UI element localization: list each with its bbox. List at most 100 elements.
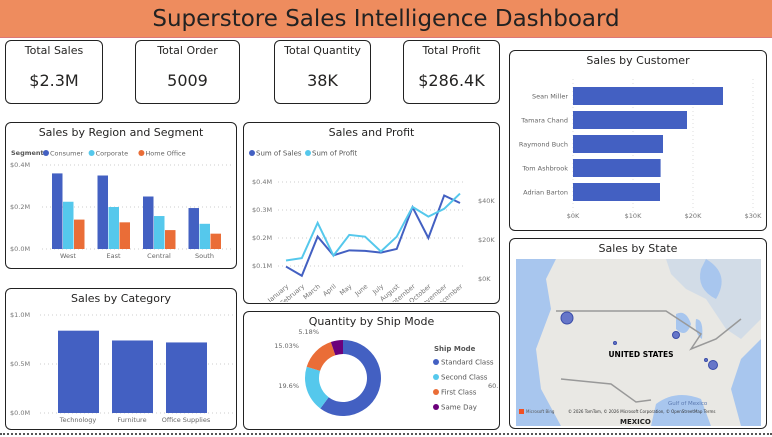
bar (97, 175, 108, 249)
y-tick-label-left: $0.3M (252, 206, 272, 214)
bar (165, 230, 176, 249)
legend-marker (43, 150, 49, 156)
bar (573, 159, 661, 177)
x-tick-label: West (60, 252, 76, 260)
chart-title: Sales by Category (70, 292, 171, 305)
chart-title: Sales and Profit (328, 126, 415, 139)
map-attribution[interactable]: © 2026 TomTom, © 2026 Microsoft Corporat… (568, 409, 715, 414)
bar (108, 207, 119, 249)
us-map[interactable]: UNITED STATES Gulf of Mexico Microsoft B… (516, 259, 761, 426)
chart-title: Sales by State (598, 242, 678, 255)
sales-profit-chart: Sum of Sales Sum of Profit $0.1M $0.2M $0.3M… (249, 150, 495, 302)
legend-marker (88, 150, 95, 156)
category-chart: $0.0M $0.5M $1.0M Technology Furniture Office… (10, 311, 234, 424)
chart-title: Sales by Customer (586, 54, 690, 67)
bar (573, 183, 660, 201)
bar (119, 222, 130, 249)
state-bubble[interactable] (704, 358, 708, 362)
bar (188, 208, 199, 249)
page-border (0, 433, 772, 435)
x-tick-label: Furniture (117, 416, 146, 424)
state-bubble[interactable] (613, 341, 617, 345)
donut-slice (320, 340, 381, 416)
x-tick-label: $10K (625, 212, 642, 220)
donut-slice (305, 366, 329, 409)
legend-label: Sum of Profit (312, 150, 357, 158)
bar (143, 196, 154, 249)
y-tick-label: $0.5M (10, 360, 30, 368)
legend-marker (249, 150, 255, 156)
bar (63, 201, 74, 249)
kpi-total-order: Total Order 5009 (135, 40, 240, 104)
category-panel[interactable]: Sales by Category $0.0M $0.5M $1.0M Technol… (5, 288, 237, 430)
legend-title: Ship Mode (434, 345, 476, 353)
x-tick-label: $20K (685, 212, 702, 220)
bar (74, 219, 85, 249)
y-tick-label: $1.0M (10, 311, 30, 319)
state-map-panel[interactable]: Sales by State UNITED STATES Gulf of Mex… (509, 238, 767, 429)
donut-slice (306, 341, 336, 371)
bar (112, 340, 153, 413)
x-tick-label: $30K (745, 212, 762, 220)
kpi-value: 5009 (167, 71, 208, 90)
y-tick-label: Sean Miller (532, 93, 568, 101)
dashboard-title: Superstore Sales Intelligence Dashboard (0, 0, 772, 38)
state-bubble[interactable] (708, 360, 718, 370)
y-tick-label: $0.2M (10, 203, 30, 211)
legend-marker (433, 389, 439, 395)
y-tick-label-right: $20K (478, 236, 495, 244)
kpi-label: Total Order (157, 44, 218, 57)
legend-label: Same Day (441, 404, 477, 412)
gulf-label: Gulf of Mexico (668, 401, 708, 407)
bar (52, 173, 63, 249)
legend-marker (305, 150, 311, 156)
data-label: 60.19% (488, 382, 499, 390)
bar (154, 216, 165, 249)
series-line (285, 192, 461, 262)
legend-label: Standard Class (441, 359, 494, 367)
kpi-value: $2.3M (29, 71, 79, 90)
sales-profit-panel[interactable]: Sales and Profit Sum of Sales Sum of Prof… (243, 122, 500, 304)
bar (573, 87, 723, 105)
y-tick-label: Tom Ashbrook (521, 165, 568, 173)
kpi-total-sales: Total Sales $2.3M (5, 40, 103, 104)
bar (573, 111, 687, 129)
legend-marker (433, 374, 439, 380)
legend-label: Second Class (441, 374, 488, 382)
region-segment-chart: Segment Consumer Corporate Home Office $0.0M… (10, 149, 234, 260)
state-bubble[interactable] (672, 331, 680, 339)
x-tick-label: $0K (567, 212, 580, 220)
x-tick-label: Technology (59, 416, 97, 424)
y-tick-label: Tamara Chand (520, 117, 568, 125)
x-tick-label: Central (147, 252, 171, 260)
donut-slice (330, 340, 343, 356)
kpi-value: $286.4K (418, 71, 485, 90)
x-tick-label: June (353, 282, 370, 298)
bar (58, 330, 99, 413)
y-tick-label-left: $0.4M (252, 178, 272, 186)
x-tick-label: May (338, 282, 354, 297)
legend-label: Home Office (145, 150, 185, 158)
x-tick-label: Office Supplies (162, 416, 211, 424)
region-segment-panel[interactable]: Sales by Region and Segment Segment Consu… (5, 122, 237, 269)
x-tick-label: South (195, 252, 214, 260)
country-label: UNITED STATES (608, 350, 673, 359)
bing-logo: Microsoft Bing (526, 409, 555, 414)
legend-marker (138, 150, 145, 156)
state-bubble[interactable] (560, 311, 574, 325)
bing-logo-icon (519, 409, 524, 414)
mexico-label: MEXICO (620, 418, 651, 426)
kpi-total-quantity: Total Quantity 38K (274, 40, 371, 104)
kpi-total-profit: Total Profit $286.4K (403, 40, 500, 104)
legend-label: Sum of Sales (256, 150, 302, 158)
customer-panel[interactable]: Sales by Customer $0K $10K $20K $30K Sean Mi… (509, 50, 767, 231)
legend-marker (433, 359, 439, 365)
legend-label: First Class (441, 389, 477, 397)
x-tick-label: March (302, 282, 322, 301)
legend-label: Consumer (50, 150, 83, 158)
series-line (285, 194, 461, 278)
ship-mode-panel[interactable]: Quantity by Ship Mode 60.19% 19.6% 15.03% 5… (243, 311, 500, 430)
x-tick-label: April (321, 282, 338, 298)
kpi-value: 38K (307, 71, 338, 90)
data-label: 19.6% (278, 382, 299, 390)
